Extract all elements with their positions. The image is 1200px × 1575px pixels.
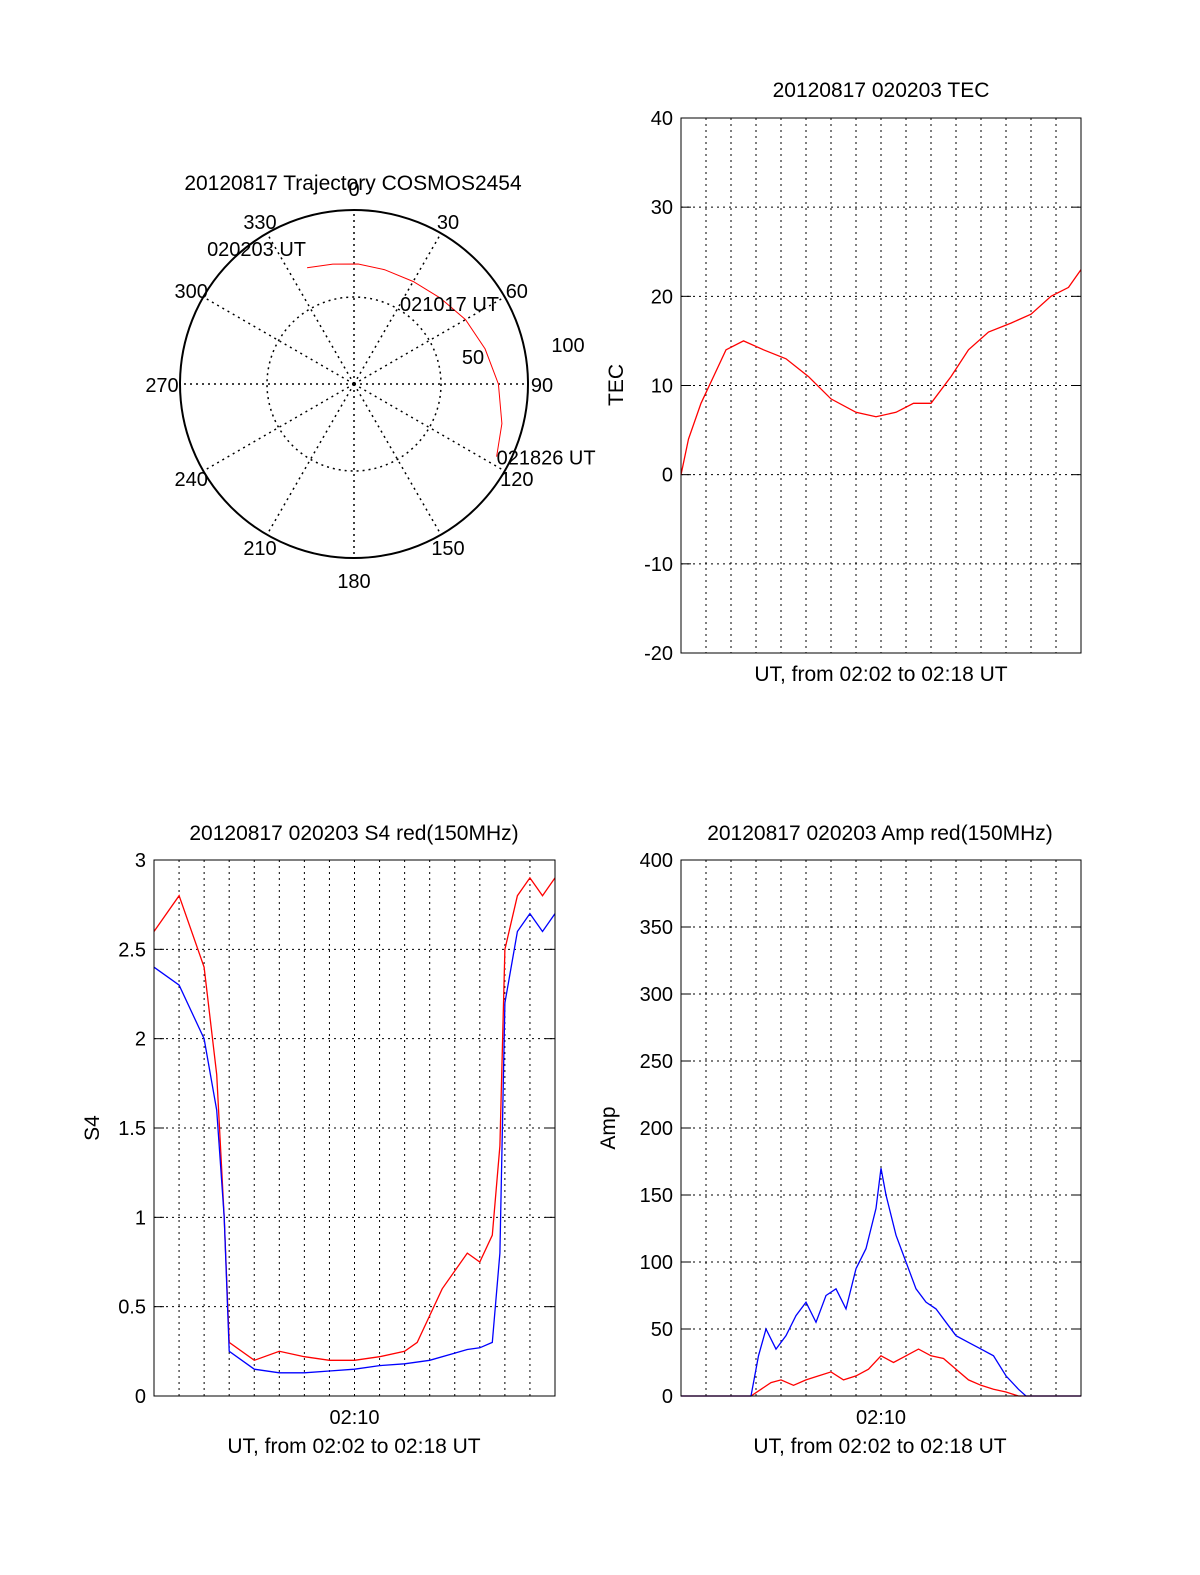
polar-angle-label: 270 — [145, 375, 178, 397]
tec-series-group — [680, 269, 1082, 475]
s4-series-group — [153, 876, 556, 1374]
amp-ytick-label: 350 — [640, 917, 673, 939]
polar-spoke — [353, 232, 442, 385]
amp-xtick-label: 02:10 — [856, 1407, 906, 1429]
polar-spoke — [353, 383, 442, 536]
polar-grid — [179, 209, 529, 559]
amp-ytick-label: 250 — [640, 1051, 673, 1073]
amp-chart: 20120817 020203 Amp red(150MHz) UT, from… — [597, 822, 1082, 1458]
s4-ytick-label: 1 — [135, 1207, 146, 1229]
amp-xlabel: UT, from 02:02 to 02:18 UT — [753, 1435, 1006, 1458]
polar-angle-label: 240 — [174, 469, 207, 491]
amp-ytick-label: 100 — [640, 1252, 673, 1274]
s4-ytick-label: 2.5 — [118, 939, 146, 961]
tec-ytick-label: 10 — [651, 376, 673, 398]
tec-ytick-label: 40 — [651, 108, 673, 130]
s4-ylabel: S4 — [81, 1115, 104, 1141]
s4-tick-labels: 0 0.5 1 1.5 2 2.5 3 02:10 — [118, 850, 379, 1429]
tec-series-red — [680, 269, 1082, 475]
amp-grid — [681, 859, 1081, 1397]
tec-ytick-label: -20 — [644, 643, 673, 665]
polar-ring-label: 100 — [551, 335, 584, 357]
trajectory-annotations: 020203 UT 021017 UT 021826 UT — [207, 239, 596, 470]
s4-title: 20120817 020203 S4 red(150MHz) — [189, 822, 518, 845]
polar-angle-label: 30 — [437, 212, 459, 234]
amp-ytick-label: 200 — [640, 1118, 673, 1140]
amp-ytick-label: 50 — [651, 1319, 673, 1341]
trajectory-annotation: 021017 UT — [400, 294, 499, 316]
trajectory-annotation: 021826 UT — [497, 448, 596, 470]
amp-plot-frame — [680, 859, 1082, 1397]
polar-angle-label: 0 — [348, 179, 359, 201]
tec-tick-labels: -20 -10 0 10 20 30 40 — [644, 108, 673, 665]
tec-ytick-label: -10 — [644, 554, 673, 576]
s4-ytick-label: 3 — [135, 850, 146, 872]
polar-ring-label: 50 — [462, 347, 484, 369]
polar-spoke — [202, 296, 355, 385]
tec-grid — [681, 117, 1081, 654]
tec-ylabel: TEC — [605, 364, 628, 406]
trajectory-polar-chart: 20120817 Trajectory COSMOS2454 0 30 60 90 12… — [145, 172, 595, 593]
s4-ytick-label: 1.5 — [118, 1118, 146, 1140]
polar-angle-label: 330 — [243, 212, 276, 234]
tec-chart: 20120817 020203 TEC UT, from 02:02 to 02… — [605, 79, 1082, 686]
amp-ytick-label: 150 — [640, 1185, 673, 1207]
polar-ring-50 — [266, 296, 442, 472]
polar-outer-circle — [179, 209, 529, 559]
polar-angle-label: 90 — [531, 375, 553, 397]
polar-spoke — [202, 383, 355, 472]
amp-series-blue — [681, 1168, 1081, 1397]
polar-angle-label: 120 — [500, 469, 533, 491]
s4-ytick-label: 2 — [135, 1029, 146, 1051]
tec-xlabel: UT, from 02:02 to 02:18 UT — [754, 663, 1007, 686]
amp-title: 20120817 020203 Amp red(150MHz) — [707, 822, 1053, 845]
s4-chart: 20120817 020203 S4 red(150MHz) UT, from … — [81, 822, 556, 1458]
polar-spoke — [266, 232, 355, 385]
amp-ytick-label: 400 — [640, 850, 673, 872]
polar-angle-label: 210 — [243, 538, 276, 560]
s4-ytick-label: 0.5 — [118, 1297, 146, 1319]
amp-ylabel: Amp — [597, 1106, 620, 1149]
polar-angle-label: 180 — [337, 571, 370, 593]
polar-angle-label: 60 — [506, 281, 528, 303]
s4-series-blue — [153, 912, 556, 1374]
amp-tick-labels: 0 50 100 150 200 250 300 350 400 02:10 — [640, 850, 906, 1429]
amp-ytick-label: 0 — [662, 1386, 673, 1408]
polar-spoke — [266, 383, 355, 536]
trajectory-line — [307, 263, 503, 457]
polar-angle-label: 150 — [431, 538, 464, 560]
polar-title: 20120817 Trajectory COSMOS2454 — [184, 172, 522, 195]
trajectory-annotation: 020203 UT — [207, 239, 306, 261]
tec-ytick-label: 20 — [651, 286, 673, 308]
amp-series-red — [681, 1348, 1081, 1397]
amp-series-group — [681, 1168, 1081, 1397]
polar-ring-labels: 50 100 — [462, 335, 585, 369]
tec-title: 20120817 020203 TEC — [773, 79, 990, 102]
s4-xlabel: UT, from 02:02 to 02:18 UT — [227, 1435, 480, 1458]
polar-spoke — [353, 296, 506, 385]
amp-ytick-label: 300 — [640, 984, 673, 1006]
tec-ytick-label: 0 — [662, 465, 673, 487]
polar-angle-labels: 0 30 60 90 120 150 180 210 240 270 300 330 — [145, 179, 553, 593]
polar-spoke — [353, 383, 506, 472]
s4-ytick-label: 0 — [135, 1386, 146, 1408]
tec-plot-frame — [680, 117, 1082, 654]
s4-xtick-label: 02:10 — [329, 1407, 379, 1429]
tec-ytick-label: 30 — [651, 197, 673, 219]
s4-plot-frame — [153, 859, 556, 1397]
polar-angle-label: 300 — [174, 281, 207, 303]
